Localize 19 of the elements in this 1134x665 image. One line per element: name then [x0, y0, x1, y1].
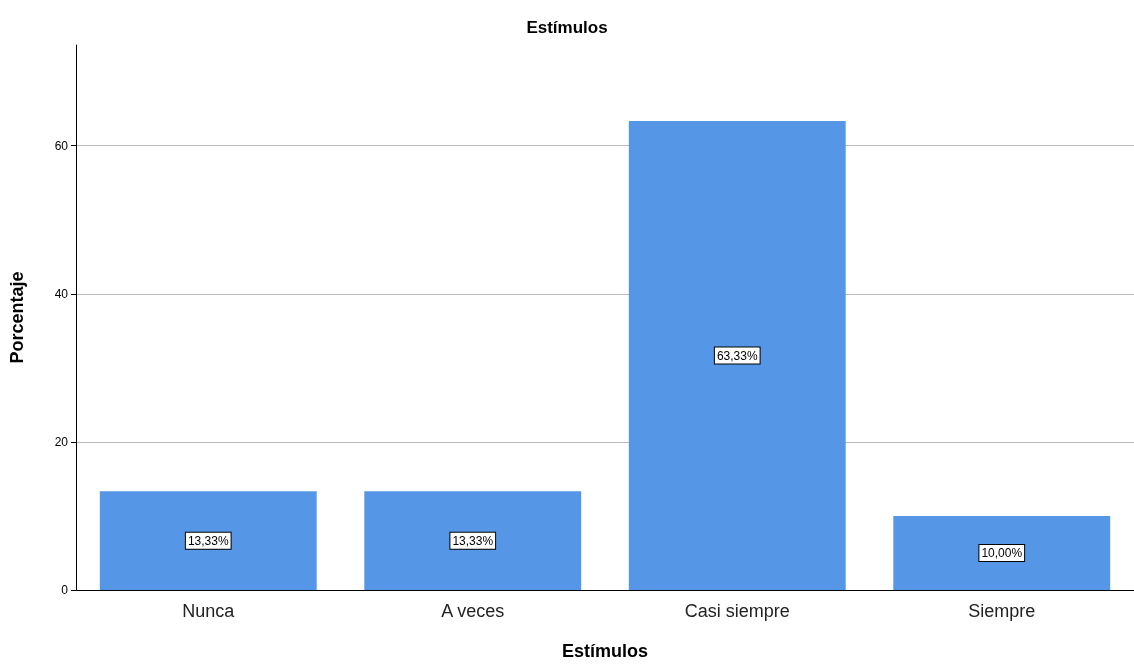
x-tick-label: Siempre: [968, 601, 1036, 621]
bar: [893, 515, 1111, 590]
x-tick-label: Nunca: [182, 601, 236, 621]
chart-title: Estímulos: [526, 18, 608, 37]
data-label: 13,33%: [187, 533, 229, 548]
y-axis-title: Porcentaje: [7, 271, 27, 364]
y-tick-label: 20: [54, 434, 69, 449]
x-axis-title: Estímulos: [561, 641, 649, 661]
x-tick-label: A veces: [441, 601, 505, 621]
bar: [364, 491, 582, 590]
data-label: 63,33%: [716, 348, 758, 363]
bar: [628, 121, 846, 590]
y-tick-label: 40: [54, 286, 69, 301]
y-tick-label: 60: [54, 138, 69, 153]
x-tick-label: Casi siempre: [684, 601, 790, 621]
bar: [99, 491, 317, 590]
y-tick-label: 0: [61, 583, 69, 597]
data-label: 10,00%: [981, 545, 1023, 560]
data-label: 13,33%: [452, 533, 494, 548]
